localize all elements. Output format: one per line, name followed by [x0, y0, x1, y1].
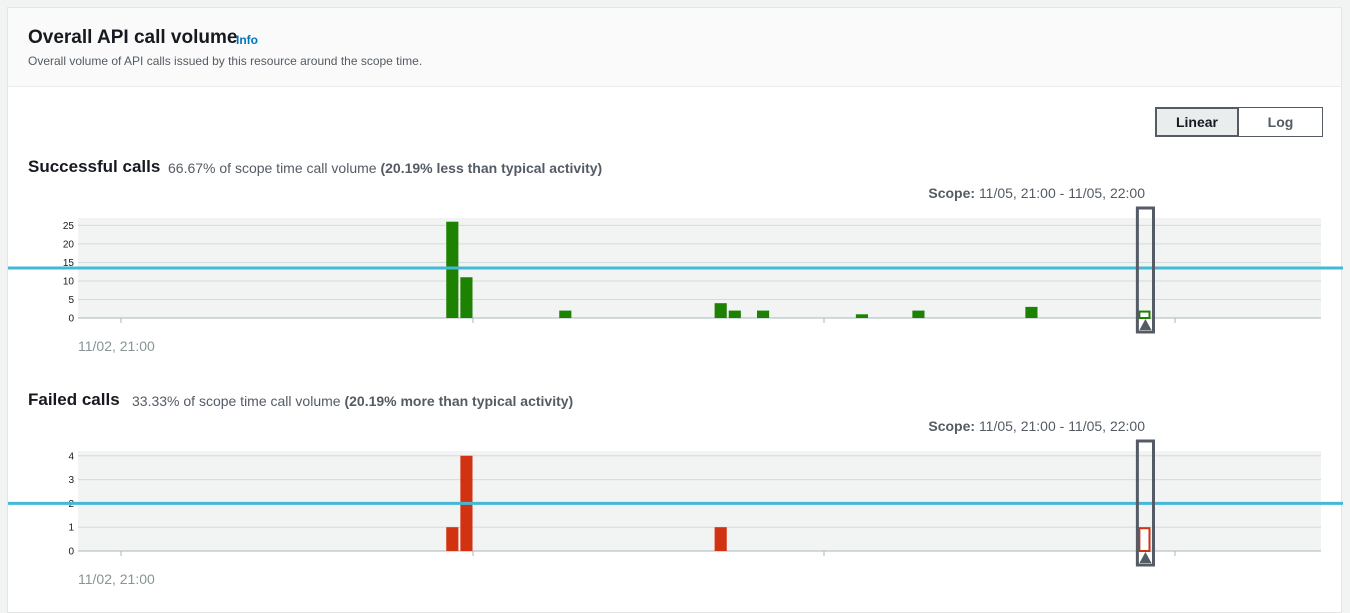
scope-bracket	[1135, 206, 1155, 334]
linear-scale-button[interactable]: Linear	[1155, 107, 1239, 137]
failed-calls-pct: 33.33% of scope time call volume	[132, 393, 341, 409]
y-tick-label: 15	[63, 258, 75, 269]
scope-value: 11/05, 21:00 - 11/05, 22:00	[978, 418, 1145, 434]
bar	[912, 310, 925, 318]
info-link[interactable]: Info	[236, 33, 258, 47]
bar	[446, 527, 459, 551]
api-call-volume-panel: Overall API call volume Info Overall vol…	[7, 7, 1343, 613]
plot-background	[78, 451, 1321, 551]
bar	[728, 310, 741, 318]
scope-bar	[1138, 310, 1151, 319]
y-tick-label: 0	[68, 547, 74, 558]
failed-x-axis-label: 11/02, 21:00	[78, 571, 155, 587]
successful-scope-label: Scope: 11/05, 21:00 - 11/05, 22:00	[928, 185, 1145, 201]
y-tick-label: 10	[63, 276, 75, 287]
scope-marker-icon	[1139, 319, 1152, 330]
chart-svg: 01234	[8, 439, 1343, 567]
bar	[757, 310, 770, 318]
scope-value: 11/05, 21:00 - 11/05, 22:00	[978, 185, 1145, 201]
y-tick-label: 0	[68, 314, 74, 325]
bar	[714, 303, 727, 318]
panel-subtitle: Overall volume of API calls issued by th…	[28, 54, 423, 68]
scope-bracket	[1135, 439, 1155, 567]
log-scale-button[interactable]: Log	[1239, 107, 1323, 137]
bar	[714, 527, 727, 551]
scope-label: Scope:	[928, 185, 976, 201]
failed-calls-typical: (20.19% more than typical activity)	[344, 393, 574, 409]
bar	[855, 314, 868, 318]
scope-label: Scope:	[928, 418, 976, 434]
failed-calls-summary: 33.33% of scope time call volume (20.19%…	[132, 393, 573, 409]
bar	[1025, 306, 1038, 318]
y-tick-label: 4	[68, 451, 74, 462]
panel-header: Overall API call volume Info Overall vol…	[8, 8, 1341, 87]
successful-calls-chart: 0 5 10 15 20 25	[8, 206, 1343, 336]
failed-calls-chart: 01234	[8, 439, 1343, 569]
scope-bar	[1138, 527, 1151, 552]
successful-calls-pct: 66.67% of scope time call volume	[168, 160, 377, 176]
chart-svg: 0 5 10 15 20 25	[8, 206, 1343, 334]
bar	[446, 221, 459, 318]
successful-calls-typical: (20.19% less than typical activity)	[380, 160, 603, 176]
y-tick-label: 3	[68, 475, 74, 486]
y-tick-label: 1	[68, 523, 74, 534]
y-tick-label: 20	[63, 239, 75, 250]
bar	[460, 277, 473, 318]
panel-title: Overall API call volume	[28, 27, 238, 48]
scope-marker-icon	[1139, 552, 1152, 563]
successful-calls-title: Successful calls	[28, 157, 161, 176]
failed-calls-title: Failed calls	[28, 390, 120, 409]
y-tick-label: 5	[68, 295, 74, 306]
y-tick-label: 25	[63, 221, 75, 232]
successful-x-axis-label: 11/02, 21:00	[78, 338, 155, 354]
successful-calls-summary: 66.67% of scope time call volume (20.19%…	[168, 160, 602, 176]
failed-scope-label: Scope: 11/05, 21:00 - 11/05, 22:00	[928, 418, 1145, 434]
bar	[559, 310, 572, 318]
